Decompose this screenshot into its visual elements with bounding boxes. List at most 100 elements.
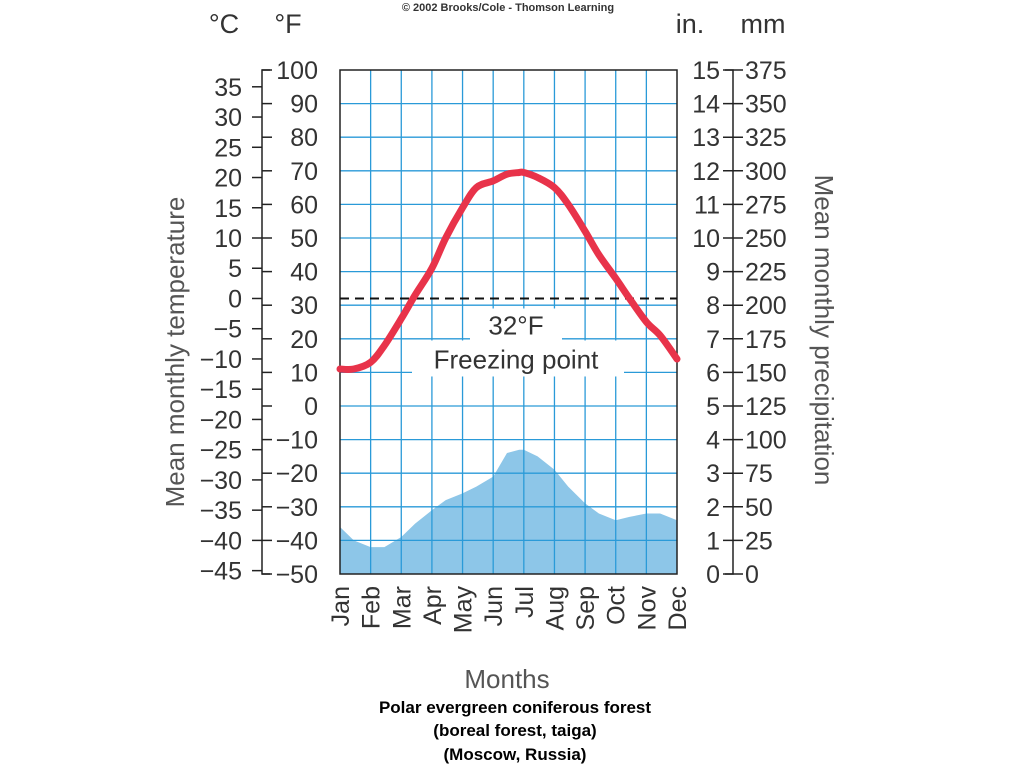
temperature-axis-title: Mean monthly temperature <box>160 197 190 508</box>
celsius-unit-label: °C <box>209 9 239 39</box>
inch-axis-line <box>725 69 734 575</box>
celsius-tick-label: −10 <box>200 346 242 374</box>
millimeter-tick-labels: 3753503253002752502252001751501251007550… <box>745 57 787 589</box>
temperature-axis <box>261 69 270 575</box>
month-tick-label: Mar <box>388 586 416 629</box>
caption-line-2: (boreal forest, taiga) <box>433 721 596 740</box>
millimeter-tick-label: 25 <box>745 527 773 555</box>
millimeter-tick-label: 0 <box>745 561 759 589</box>
millimeter-tick-label: 250 <box>745 225 787 253</box>
inch-tick-label: 3 <box>706 460 720 488</box>
caption-line-1: Polar evergreen coniferous forest <box>379 698 651 717</box>
plot-frame <box>339 69 678 575</box>
month-tick-label: Apr <box>419 586 447 625</box>
fahrenheit-tick-label: 50 <box>290 225 318 253</box>
millimeter-tick-label: 300 <box>745 158 787 186</box>
fahrenheit-unit-label: °F <box>274 9 301 39</box>
month-tick-label: Jan <box>327 586 355 626</box>
inch-tick-label: 7 <box>706 326 720 354</box>
celsius-tick-label: −35 <box>200 497 242 525</box>
caption-line-3: (Moscow, Russia) <box>444 745 587 764</box>
millimeter-tick-label: 350 <box>745 91 787 119</box>
millimeter-tick-label: 175 <box>745 326 787 354</box>
fahrenheit-tick-label: 100 <box>276 57 318 85</box>
month-tick-label: Oct <box>603 586 631 625</box>
fahrenheit-tick-label: 70 <box>290 158 318 186</box>
fahrenheit-tick-label: 80 <box>290 124 318 152</box>
month-tick-label: May <box>450 586 478 634</box>
month-tick-label: Aug <box>542 586 570 630</box>
freezing-point-label: Freezing point <box>434 344 600 374</box>
celsius-tick-label: 20 <box>214 165 242 193</box>
annotation-background-1 <box>470 308 562 343</box>
celsius-tick-label: 5 <box>228 255 242 283</box>
copyright-notice: © 2002 Brooks/Cole - Thomson Learning <box>402 2 614 14</box>
inch-tick-label: 14 <box>692 91 720 119</box>
celsius-tick-label: −25 <box>200 437 242 465</box>
millimeter-tick-label: 275 <box>745 191 787 219</box>
fahrenheit-tick-label: −30 <box>276 494 318 522</box>
celsius-tick-label: 30 <box>214 104 242 132</box>
celsius-tick-label: −40 <box>200 527 242 555</box>
millimeter-tick-label: 375 <box>745 57 787 85</box>
inch-tick-label: 15 <box>692 57 720 85</box>
fahrenheit-tick-label: 30 <box>290 292 318 320</box>
celsius-tick-label: 15 <box>214 195 242 223</box>
month-tick-label: Jun <box>480 586 508 626</box>
millimeters-unit-label: mm <box>741 9 786 39</box>
millimeter-tick-label: 50 <box>745 494 773 522</box>
celsius-tick-label: 25 <box>214 134 242 162</box>
annotation-background-2 <box>412 340 624 377</box>
millimeter-tick-label: 125 <box>745 393 787 421</box>
inches-unit-label: in. <box>676 9 705 39</box>
celsius-tick-label: −30 <box>200 467 242 495</box>
fahrenheit-tick-label: 90 <box>290 91 318 119</box>
inch-tick-label: 10 <box>692 225 720 253</box>
fahrenheit-tick-label: −20 <box>276 460 318 488</box>
x-axis-title: Months <box>464 664 549 694</box>
inch-tick-label: 13 <box>692 124 720 152</box>
millimeter-tick-label: 200 <box>745 292 787 320</box>
precipitation-axis-title: Mean monthly precipitation <box>809 175 839 486</box>
fahrenheit-tick-label: −40 <box>276 527 318 555</box>
inch-tick-label: 8 <box>706 292 720 320</box>
millimeter-tick-label: 100 <box>745 427 787 455</box>
celsius-tick-label: −15 <box>200 376 242 404</box>
fahrenheit-axis-line <box>261 69 270 575</box>
millimeter-tick-label: 75 <box>745 460 773 488</box>
celsius-tick-label: 35 <box>214 74 242 102</box>
month-tick-labels: Jan Feb Mar Apr May Jun Jul Aug Sep Oct Nov Dec <box>327 586 692 634</box>
inch-tick-label: 9 <box>706 259 720 287</box>
month-tick-label: Dec <box>664 586 692 630</box>
celsius-tick-label: −20 <box>200 406 242 434</box>
fahrenheit-tick-label: 60 <box>290 191 318 219</box>
celsius-tick-label: 0 <box>228 285 242 313</box>
inch-tick-label: 6 <box>706 359 720 387</box>
millimeter-tick-label: 150 <box>745 359 787 387</box>
fahrenheit-tick-label: 0 <box>304 393 318 421</box>
inch-tick-label: 2 <box>706 494 720 522</box>
inch-tick-label: 12 <box>692 158 720 186</box>
freezing-point-temperature-label: 32°F <box>488 310 543 340</box>
millimeter-tick-label: 325 <box>745 124 787 152</box>
inch-tick-label: 11 <box>694 191 720 219</box>
temperature-line <box>336 168 681 374</box>
precipitation-axis <box>725 69 734 575</box>
fahrenheit-tick-label: 40 <box>290 259 318 287</box>
millimeter-tick-label: 225 <box>745 259 787 287</box>
inch-tick-label: 0 <box>706 561 720 589</box>
inch-tick-label: 1 <box>706 527 720 555</box>
celsius-tick-label: 10 <box>214 225 242 253</box>
month-tick-label: Feb <box>358 586 386 629</box>
celsius-tick-label: −5 <box>213 316 242 344</box>
fahrenheit-tick-label: 20 <box>290 326 318 354</box>
fahrenheit-tick-label: −10 <box>276 427 318 455</box>
fahrenheit-tick-label: −50 <box>276 561 318 589</box>
precipitation-area <box>340 449 677 574</box>
month-tick-label: Nov <box>633 586 661 631</box>
inch-tick-label: 4 <box>706 427 720 455</box>
